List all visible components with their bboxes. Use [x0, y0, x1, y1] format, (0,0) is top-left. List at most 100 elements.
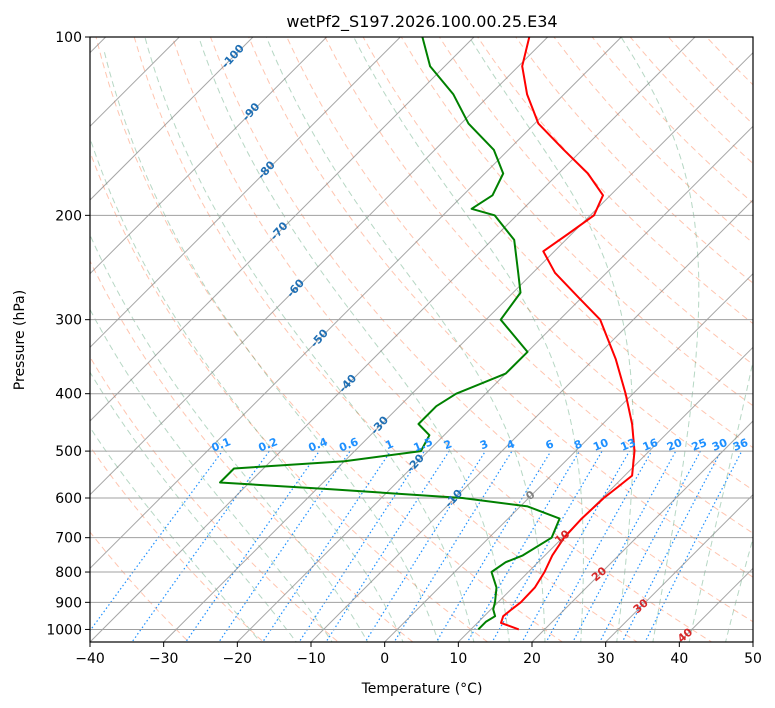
y-tick-label: 700 — [55, 531, 82, 547]
grid — [90, 37, 753, 642]
y-tick-label: 100 — [55, 30, 82, 46]
isotherm-line — [752, 641, 753, 642]
x-tick-label: 30 — [597, 651, 615, 667]
x-tick-label: 40 — [670, 651, 688, 667]
mixing-ratio-line — [298, 450, 425, 642]
mixing-ratio-line — [325, 450, 450, 642]
profile-series — [219, 37, 636, 631]
moist-adiabat-line — [90, 136, 404, 642]
mixing-ratio-label: 0.1 — [210, 435, 233, 454]
dry-adiabat-line — [133, 37, 638, 642]
y-axis: 100 200 300 400 500 600 700 800 900 1000 — [46, 30, 90, 638]
mixing-ratio-label: 8 — [572, 437, 584, 452]
x-tick-label: −40 — [75, 651, 105, 667]
mixing-ratio-label: 0.6 — [337, 435, 360, 454]
mixing-ratio-label: 25 — [690, 436, 709, 454]
plot-area: 0.1 0.2 0.4 0.6 1 1.5 2 3 4 6 8 10 13 16 20 25 30 36-100-… — [90, 37, 753, 642]
dry-adiabat-line — [591, 37, 753, 204]
isotherm-line — [90, 37, 254, 201]
mixing-ratio-line — [262, 450, 392, 642]
isotherm-line — [90, 37, 696, 642]
moist-adiabat-line — [198, 37, 510, 642]
dewpoint-line — [219, 37, 561, 631]
mixing-ratio-label: 2 — [442, 437, 454, 452]
dry-adiabat-line — [362, 37, 753, 449]
y-tick-label: 400 — [55, 387, 82, 403]
dry-adiabats — [90, 37, 753, 642]
dry-adiabat-line — [248, 37, 753, 578]
x-axis: −40 −30 −20 −10 0 10 20 30 40 50 — [75, 642, 762, 667]
mixing-ratio-line — [435, 450, 552, 642]
mixing-ratio-label: 30 — [710, 436, 729, 454]
mixing-ratio-line — [393, 450, 513, 642]
dry-adiabat-line — [90, 356, 339, 642]
y-tick-label: 200 — [55, 208, 82, 224]
mixing-ratio-label: 0.4 — [307, 435, 330, 454]
dry-adiabat-line — [171, 37, 713, 642]
y-tick-label: 600 — [55, 491, 82, 507]
moist-adiabat-line — [688, 358, 753, 642]
isotherm-line — [310, 199, 753, 642]
y-tick-label: 1000 — [46, 622, 82, 638]
x-tick-label: 10 — [449, 651, 467, 667]
x-tick-label: −10 — [296, 651, 326, 667]
dry-adiabat-line — [90, 259, 414, 642]
dry-adiabat-line — [90, 445, 265, 642]
y-tick-label: 900 — [55, 595, 82, 611]
isotherm-line — [531, 420, 753, 642]
moist-adiabat-line — [265, 37, 546, 642]
y-tick-label: 300 — [55, 313, 82, 329]
moist-adiabat-line — [90, 233, 369, 642]
dry-adiabat-line — [95, 37, 564, 642]
chart-title: wetPf2_S197.2026.100.00.25.E34 — [286, 12, 557, 32]
dry-adiabat-line — [438, 37, 753, 366]
moist-adiabat-line — [353, 37, 584, 642]
dry-adiabat-line — [400, 37, 753, 407]
plot-frame — [89, 36, 754, 643]
dry-adiabat-line — [629, 37, 753, 165]
moist-adiabats — [90, 37, 753, 642]
dry-adiabat-line — [515, 37, 753, 284]
mixing-ratio-label: 1.5 — [412, 435, 435, 454]
moist-adiabat-line — [90, 426, 261, 642]
mixing-ratio-label: 0.2 — [257, 435, 280, 454]
x-tick-label: 20 — [523, 651, 541, 667]
mixing-ratio-line — [644, 450, 743, 642]
mixing-ratio-lines — [90, 450, 743, 642]
isotherm-line — [90, 37, 328, 275]
moist-adiabat-line — [90, 371, 297, 642]
moist-adiabat-line — [468, 37, 634, 642]
moist-adiabat-line — [144, 37, 475, 642]
mixing-ratio-line — [466, 450, 580, 642]
isotherm-line — [605, 493, 753, 642]
y-axis-label: Pressure (hPa) — [12, 290, 28, 390]
mixing-ratio-label: 16 — [641, 436, 660, 454]
mixing-ratio-label: 36 — [731, 436, 750, 454]
isotherm-line — [90, 37, 401, 349]
y-tick-label: 800 — [55, 565, 82, 581]
mixing-ratio-label: 20 — [665, 436, 684, 454]
dry-adiabat-label: -100 — [219, 42, 247, 71]
mixing-ratio-line — [90, 450, 223, 632]
dry-adiabat-line — [90, 150, 489, 642]
mixing-ratio-line — [131, 450, 270, 642]
moist-adiabat-line — [103, 49, 440, 642]
dry-adiabat-line — [90, 531, 190, 642]
moist-adiabat-line — [725, 536, 753, 642]
mixing-ratio-label: 13 — [619, 436, 638, 454]
dry-adiabat-line — [324, 37, 753, 491]
dry-adiabat-line — [286, 37, 753, 534]
dry-adiabat-line — [209, 37, 753, 623]
mixing-ratio-label: 1 — [383, 437, 395, 452]
dry-adiabat-line — [705, 37, 753, 86]
temperature-line — [500, 37, 636, 631]
isotherm-line — [236, 125, 753, 642]
isotherm-line — [457, 346, 753, 642]
mixing-ratio-label: 4 — [505, 437, 517, 452]
isotherm-line — [90, 37, 549, 496]
x-tick-label: −20 — [223, 651, 253, 667]
isotherm-line — [163, 51, 753, 642]
mixing-ratio-label: 10 — [591, 436, 610, 454]
y-tick-label: 500 — [55, 444, 82, 460]
